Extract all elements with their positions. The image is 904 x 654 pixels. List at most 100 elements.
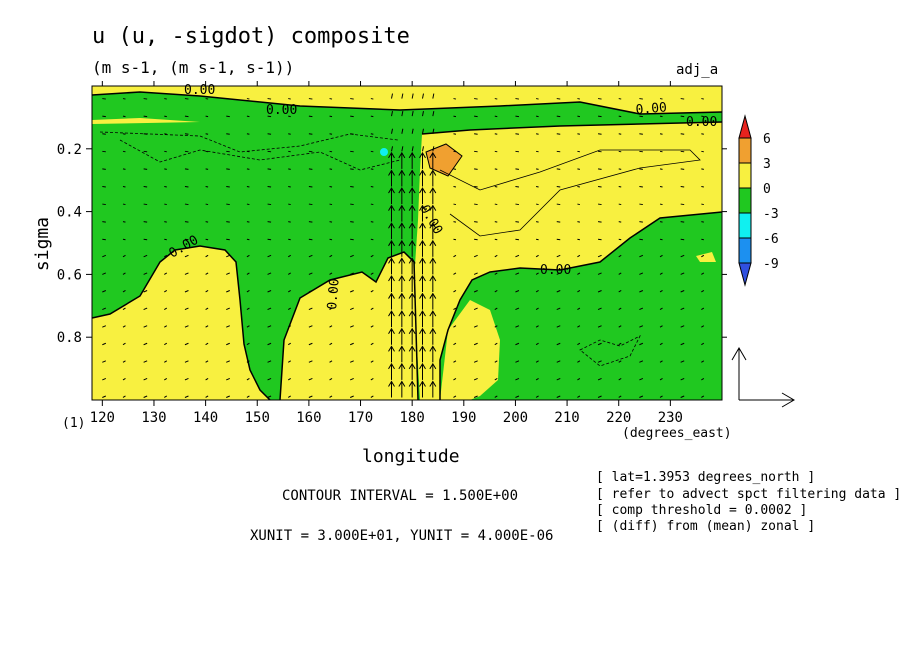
vector-arrow xyxy=(701,377,705,381)
vector-arrow xyxy=(474,133,478,135)
vector-arrow xyxy=(411,93,414,99)
vector-arrow xyxy=(701,395,705,398)
vector-arrow xyxy=(184,360,189,363)
vector-arrow xyxy=(494,377,498,381)
vector-arrow xyxy=(577,185,581,188)
vector-arrow xyxy=(288,203,291,206)
vector-arrow xyxy=(701,221,704,223)
vector-arrow xyxy=(226,133,230,135)
vector-arrow xyxy=(432,128,435,134)
vector-arrow xyxy=(556,395,561,398)
vector-arrow xyxy=(701,98,704,100)
vector-arrow xyxy=(535,307,539,310)
info-line-diff: [ (diff) from (mean) zonal ] xyxy=(596,519,816,534)
vector-arrow xyxy=(659,98,663,100)
y-tick-label: 0.2 xyxy=(57,142,82,158)
vector-arrow-head xyxy=(419,204,426,211)
vector-arrow xyxy=(473,307,478,311)
vector-arrow-head xyxy=(398,380,406,387)
vector-arrow xyxy=(618,395,622,398)
vector-arrow xyxy=(618,185,622,188)
vector-arrow xyxy=(577,221,581,223)
info-line-lat: [ lat=1.3953 degrees_north ] xyxy=(596,470,816,485)
vector-arrow xyxy=(659,395,663,398)
vector-arrow xyxy=(349,272,354,275)
vector-arrow xyxy=(659,115,663,118)
vector-arrow xyxy=(474,168,478,170)
vector-arrow xyxy=(680,115,685,118)
x-tick-label: 140 xyxy=(193,410,218,426)
contour-label: 0.00 xyxy=(540,263,571,278)
vector-arrow xyxy=(246,342,250,346)
vector-arrow xyxy=(680,254,685,258)
vector-arrow xyxy=(267,325,272,328)
vector-arrow xyxy=(246,325,250,328)
vector-arrow xyxy=(494,238,498,241)
vector-arrow-head xyxy=(388,292,395,299)
vector-arrow xyxy=(246,360,250,363)
vector-arrow xyxy=(102,185,106,188)
vector-arrow-head xyxy=(419,187,426,194)
vector-arrow xyxy=(164,290,168,293)
vector-arrow xyxy=(308,377,313,381)
vector-arrow xyxy=(205,254,209,258)
vector-arrow xyxy=(680,360,685,363)
vector-arrow xyxy=(453,360,457,363)
vector-arrow xyxy=(659,238,663,241)
vector-arrow xyxy=(370,168,374,170)
vector-arrow-head xyxy=(398,345,406,352)
vector-arrow xyxy=(680,272,685,275)
vector-arrow xyxy=(143,185,148,188)
vector-arrow xyxy=(370,325,374,328)
vector-arrow-head xyxy=(429,151,437,159)
vector-arrow xyxy=(267,150,272,153)
vector-arrow xyxy=(246,254,250,258)
vector-arrow xyxy=(370,290,374,293)
vector-arrow xyxy=(226,203,230,206)
contour-label: 0.00 xyxy=(325,278,343,311)
y-tick-label: 0.4 xyxy=(57,205,82,221)
vector-arrow xyxy=(102,221,106,223)
vector-arrow xyxy=(102,133,106,135)
vector-arrow xyxy=(680,238,685,241)
vector-arrow xyxy=(422,146,424,152)
vector-arrow xyxy=(556,203,561,206)
vector-arrow xyxy=(122,342,126,346)
vector-arrow-head xyxy=(408,327,416,334)
vector-arrow xyxy=(536,98,539,100)
vector-arrow xyxy=(184,185,189,188)
vector-arrow xyxy=(515,185,520,188)
x-tick-label: 220 xyxy=(606,410,631,426)
vector-arrow xyxy=(122,115,126,118)
vector-arrow xyxy=(639,221,643,223)
vector-arrow-head xyxy=(388,310,395,317)
vector-arrow xyxy=(391,128,393,134)
vector-arrow xyxy=(288,221,291,223)
vector-arrow xyxy=(453,203,457,206)
vector-arrow xyxy=(701,360,705,363)
contour-interval: CONTOUR INTERVAL = 1.500E+00 xyxy=(282,488,519,504)
vector-arrow xyxy=(205,325,209,328)
vector-arrow xyxy=(102,307,107,311)
vector-arrow-head xyxy=(419,310,426,317)
vector-arrow xyxy=(556,254,561,258)
info-line-filter: [ refer to advect spct filtering data ] xyxy=(596,487,902,502)
chart-subtitle: (m s-1, (m s-1, s-1)) xyxy=(92,58,295,77)
vector-arrow xyxy=(473,325,478,328)
vector-arrow xyxy=(226,377,230,381)
vector-arrow xyxy=(639,98,643,100)
vector-arrow xyxy=(618,377,622,381)
vector-arrow xyxy=(659,272,663,275)
vector-arrow xyxy=(659,203,663,206)
vector-arrow xyxy=(122,272,126,275)
vector-arrow xyxy=(164,238,167,241)
vector-arrow xyxy=(143,203,148,206)
vector-arrow xyxy=(308,98,313,100)
vector-arrow xyxy=(184,325,189,328)
vector-arrow xyxy=(515,342,520,346)
vector-arrow-head xyxy=(429,345,437,352)
vector-arrow xyxy=(287,395,291,398)
y-tick-label: 0.6 xyxy=(57,267,82,283)
vector-arrow xyxy=(350,238,354,241)
vector-arrow xyxy=(122,307,126,310)
